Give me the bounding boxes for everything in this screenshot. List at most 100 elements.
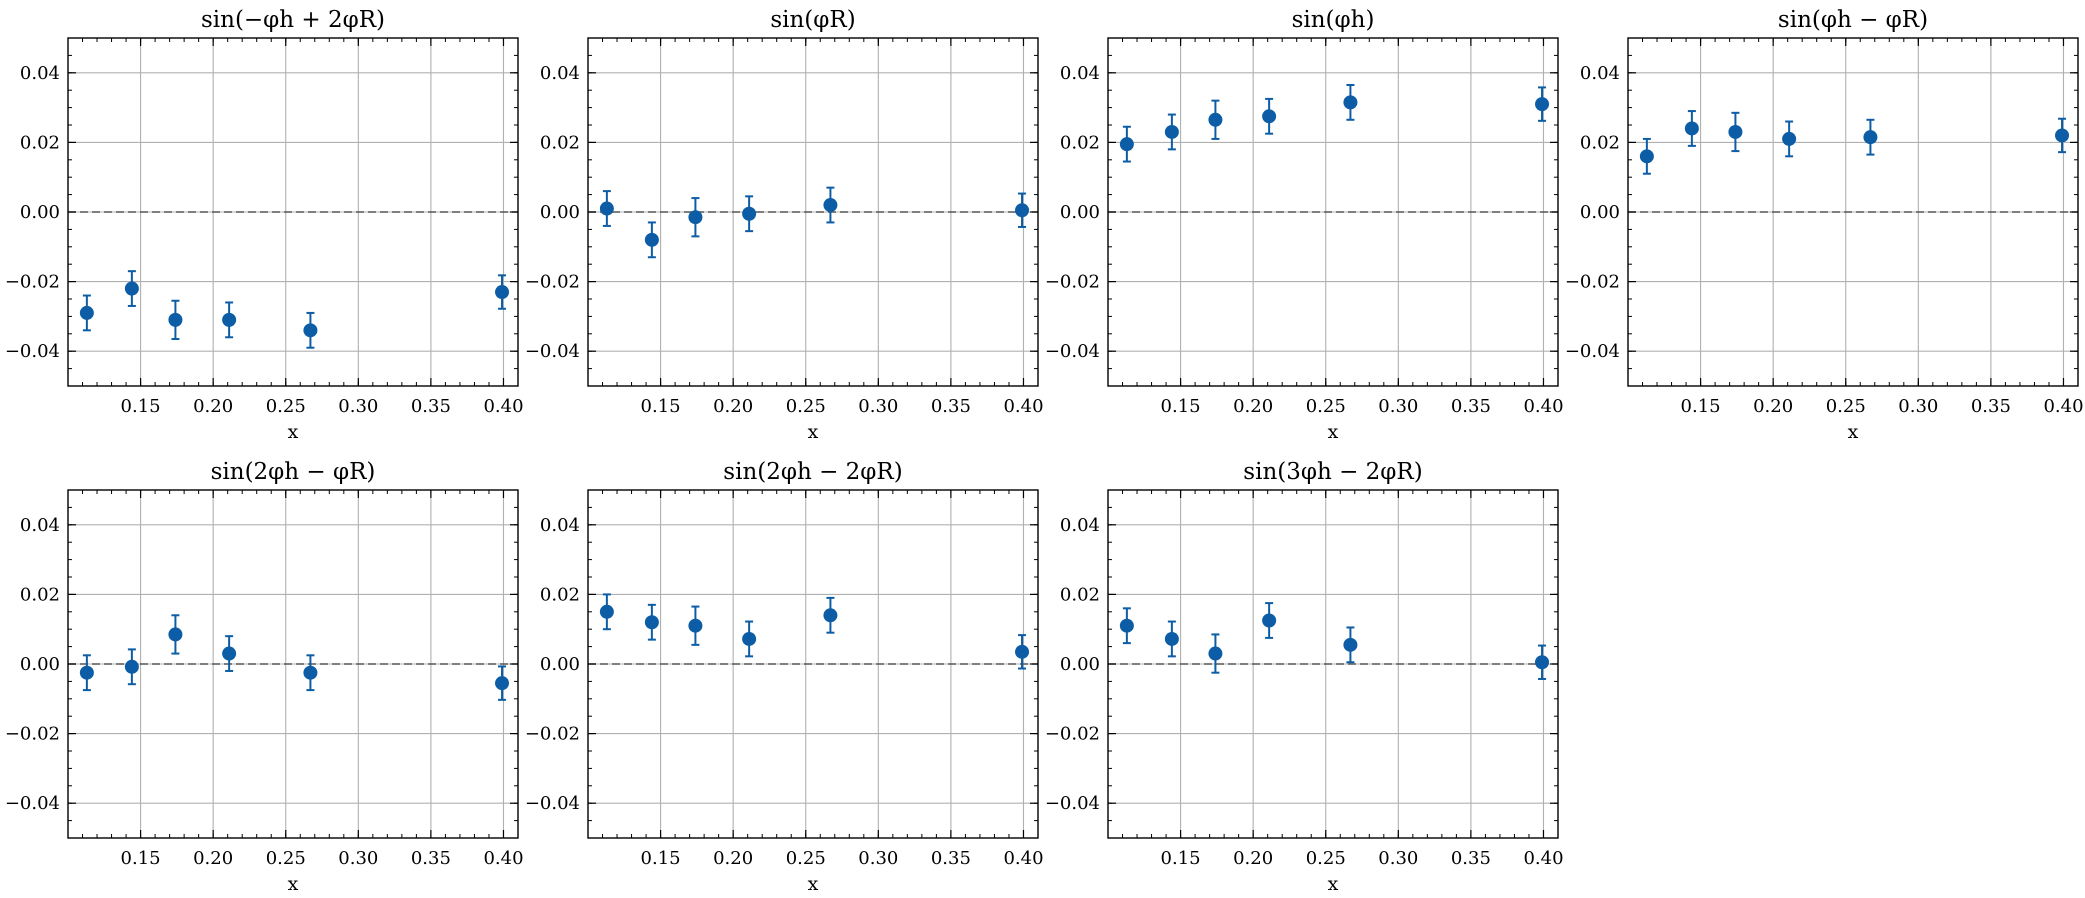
y-tick-label: 0.04 — [540, 515, 580, 536]
data-point — [1863, 118, 1878, 156]
plot-frame — [587, 489, 1039, 839]
data-point — [303, 311, 318, 349]
point-marker — [168, 312, 183, 327]
point-marker — [688, 618, 703, 633]
data-point — [823, 186, 838, 224]
y-tick-label: 0.02 — [20, 584, 60, 605]
point-marker — [303, 323, 318, 338]
x-tick-label: 0.35 — [931, 396, 971, 417]
x-tick-label: 0.40 — [1003, 848, 1043, 869]
point-marker — [495, 285, 510, 300]
y-tick-label: 0.02 — [540, 132, 580, 153]
point-marker — [1262, 109, 1277, 124]
data-point — [1119, 607, 1134, 645]
x-tick-label: 0.40 — [1523, 848, 1563, 869]
data-point — [79, 654, 94, 692]
x-tick-label: 0.35 — [411, 396, 451, 417]
x-axis-label: x — [808, 873, 819, 895]
chart-panel: 0.15 0.20 0.25 0.30 0.35 0.40 −0.04 −0.02 0.00 0.… — [525, 459, 1044, 895]
y-tick-label: 0.02 — [1060, 584, 1100, 605]
y-tick-label: 0.02 — [540, 584, 580, 605]
data-point — [168, 614, 183, 655]
point-marker — [1119, 618, 1134, 633]
x-tick-label: 0.15 — [121, 848, 161, 869]
data-point — [495, 274, 510, 310]
data-point — [303, 654, 318, 692]
data-point — [644, 221, 659, 259]
x-tick-label: 0.40 — [1523, 396, 1563, 417]
chart-panel: 0.15 0.20 0.25 0.30 0.35 0.40 −0.04 −0.02 0.00 0.… — [5, 7, 524, 443]
y-tick-label: 0.04 — [1060, 63, 1100, 84]
point-marker — [742, 206, 757, 221]
y-tick-label: 0.00 — [20, 654, 60, 675]
point-marker — [1262, 613, 1277, 628]
x-tick-label: 0.40 — [483, 396, 523, 417]
y-tick-label: 0.00 — [20, 202, 60, 223]
point-marker — [1119, 137, 1134, 152]
y-tick-label: 0.00 — [540, 654, 580, 675]
point-marker — [599, 604, 614, 619]
data-point — [1015, 192, 1030, 228]
data-point — [79, 294, 94, 332]
x-tick-label: 0.30 — [1378, 396, 1418, 417]
y-tick-label: −0.02 — [5, 724, 60, 745]
data-point — [1262, 97, 1277, 135]
x-tick-label: 0.15 — [641, 396, 681, 417]
data-point — [1343, 83, 1358, 121]
data-point — [1015, 634, 1030, 670]
panel-title: sin(−φh + 2φR) — [201, 7, 385, 33]
x-tick-label: 0.25 — [1306, 848, 1346, 869]
y-tick-label: 0.00 — [1060, 202, 1100, 223]
data-point — [688, 197, 703, 238]
point-marker — [1728, 124, 1743, 139]
panel-title: sin(3φh − 2φR) — [1243, 459, 1422, 485]
data-point — [1535, 86, 1550, 122]
y-tick-label: 0.00 — [1060, 654, 1100, 675]
y-tick-label: 0.04 — [20, 63, 60, 84]
x-tick-label: 0.20 — [193, 396, 233, 417]
data-point — [1728, 111, 1743, 153]
chart-panel: 0.15 0.20 0.25 0.30 0.35 0.40 −0.04 −0.02 0.00 0.… — [1045, 459, 1564, 895]
point-marker — [742, 631, 757, 646]
x-axis-label: x — [1328, 421, 1339, 443]
data-point — [1262, 602, 1277, 639]
plot-frame — [67, 37, 519, 387]
chart-panel: 0.15 0.20 0.25 0.30 0.35 0.40 −0.04 −0.02 0.00 0.… — [1045, 7, 1564, 443]
x-tick-label: 0.40 — [1003, 396, 1043, 417]
y-tick-label: −0.02 — [1045, 724, 1100, 745]
data-point — [1119, 125, 1134, 163]
x-tick-label: 0.40 — [483, 848, 523, 869]
data-point — [599, 593, 614, 631]
x-tick-label: 0.30 — [1378, 848, 1418, 869]
plot-frame — [67, 489, 519, 839]
point-marker — [644, 232, 659, 247]
y-tick-label: −0.02 — [1045, 272, 1100, 293]
y-tick-label: 0.02 — [20, 132, 60, 153]
y-tick-label: −0.02 — [525, 272, 580, 293]
y-tick-label: 0.02 — [1580, 132, 1620, 153]
data-point — [823, 596, 838, 634]
x-tick-label: 0.15 — [641, 848, 681, 869]
x-tick-label: 0.15 — [1161, 396, 1201, 417]
data-point — [1639, 137, 1654, 175]
x-tick-label: 0.30 — [1898, 396, 1938, 417]
x-tick-label: 0.25 — [1306, 396, 1346, 417]
point-marker — [1863, 130, 1878, 145]
x-tick-label: 0.35 — [1971, 396, 2011, 417]
y-tick-label: 0.00 — [1580, 202, 1620, 223]
point-marker — [222, 312, 237, 327]
x-tick-label: 0.30 — [338, 396, 378, 417]
data-point — [124, 648, 139, 686]
point-marker — [688, 210, 703, 225]
panel-title: sin(φh − φR) — [1778, 7, 1928, 33]
x-tick-label: 0.25 — [266, 848, 306, 869]
data-point — [644, 603, 659, 641]
point-marker — [79, 305, 94, 320]
y-tick-label: −0.02 — [1565, 272, 1620, 293]
plot-frame — [1627, 37, 2079, 387]
panel-title: sin(2φh − φR) — [211, 459, 376, 485]
x-tick-label: 0.30 — [858, 396, 898, 417]
data-point — [742, 195, 757, 233]
data-point — [2055, 117, 2070, 154]
